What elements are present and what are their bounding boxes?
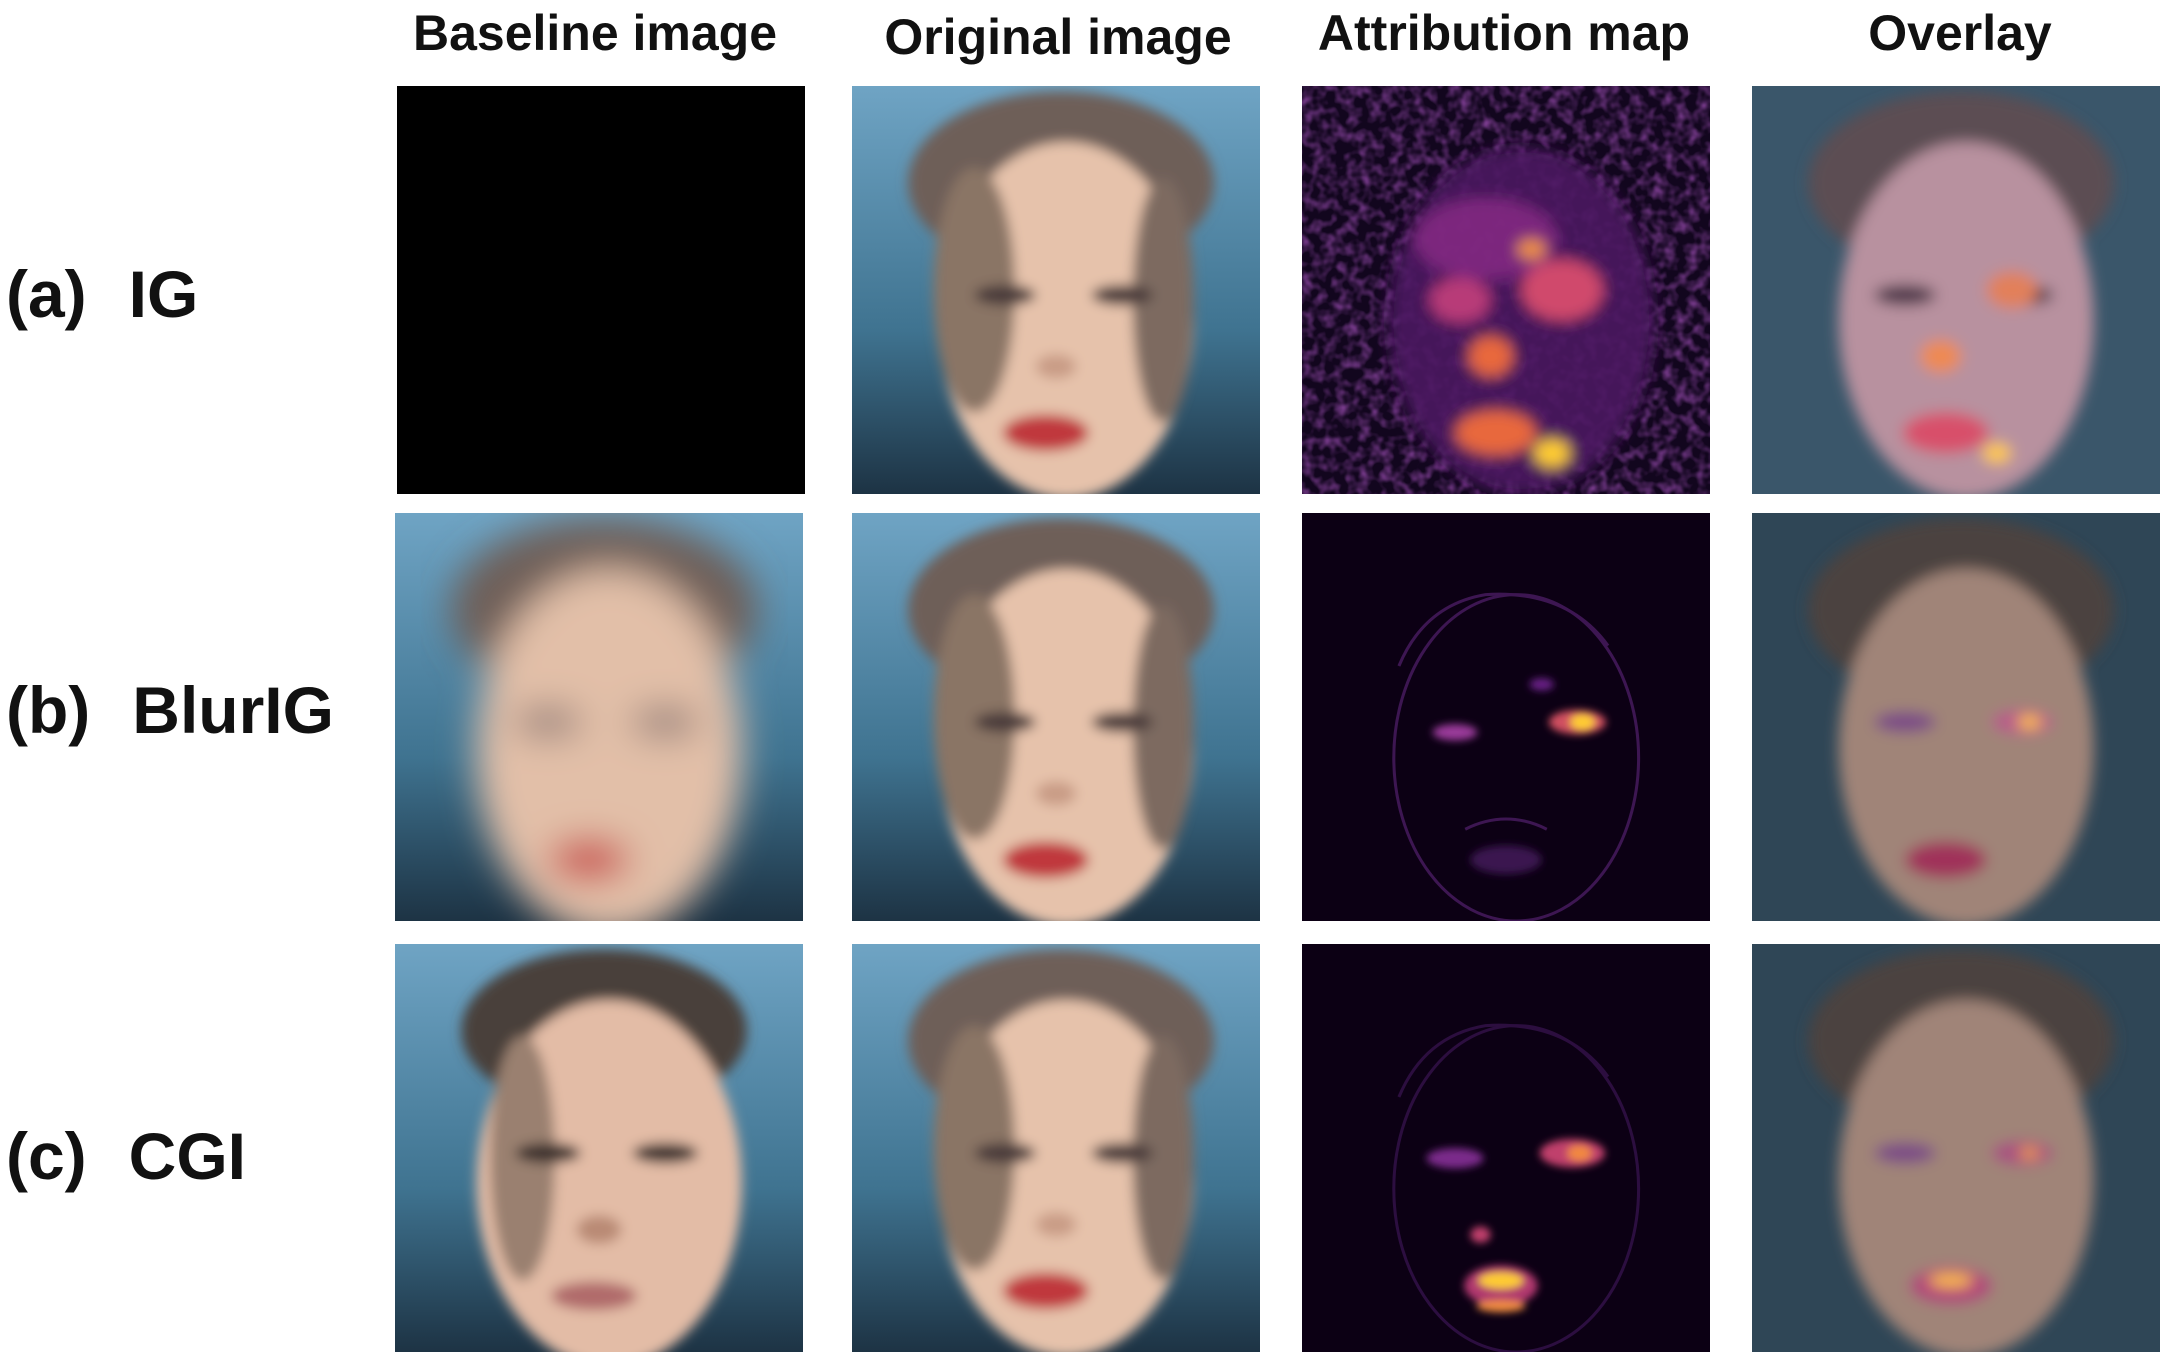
overlay-blurig: [1752, 513, 2160, 921]
original-image-cgi: [852, 944, 1260, 1352]
overlay-cgi: [1752, 944, 2160, 1352]
row-label-blurig: (b) BlurIG: [6, 672, 334, 748]
column-header-attribution: Attribution map: [1317, 5, 1691, 61]
method-name: BlurIG: [132, 673, 334, 747]
attribution-map-ig: [1302, 86, 1710, 494]
baseline-image-blurig: [395, 513, 803, 921]
row-tag: (b): [6, 673, 91, 747]
attribution-map-cgi: [1302, 944, 1710, 1352]
attribution-map-blurig: [1302, 513, 1710, 921]
baseline-image-cgi: [395, 944, 803, 1352]
baseline-image-ig: [397, 86, 805, 494]
row-label-cgi: (c) CGI: [6, 1118, 246, 1194]
column-header-original: Original image: [884, 9, 1232, 65]
original-image-blurig: [852, 513, 1260, 921]
method-name: IG: [128, 257, 199, 331]
overlay-ig: [1752, 86, 2160, 494]
row-label-ig: (a) IG: [6, 256, 198, 332]
column-header-overlay: Overlay: [1868, 5, 2052, 61]
original-image-ig: [852, 86, 1260, 494]
method-name: CGI: [128, 1119, 247, 1193]
row-tag: (a): [6, 257, 87, 331]
row-tag: (c): [6, 1119, 87, 1193]
column-header-baseline: Baseline image: [412, 5, 778, 61]
